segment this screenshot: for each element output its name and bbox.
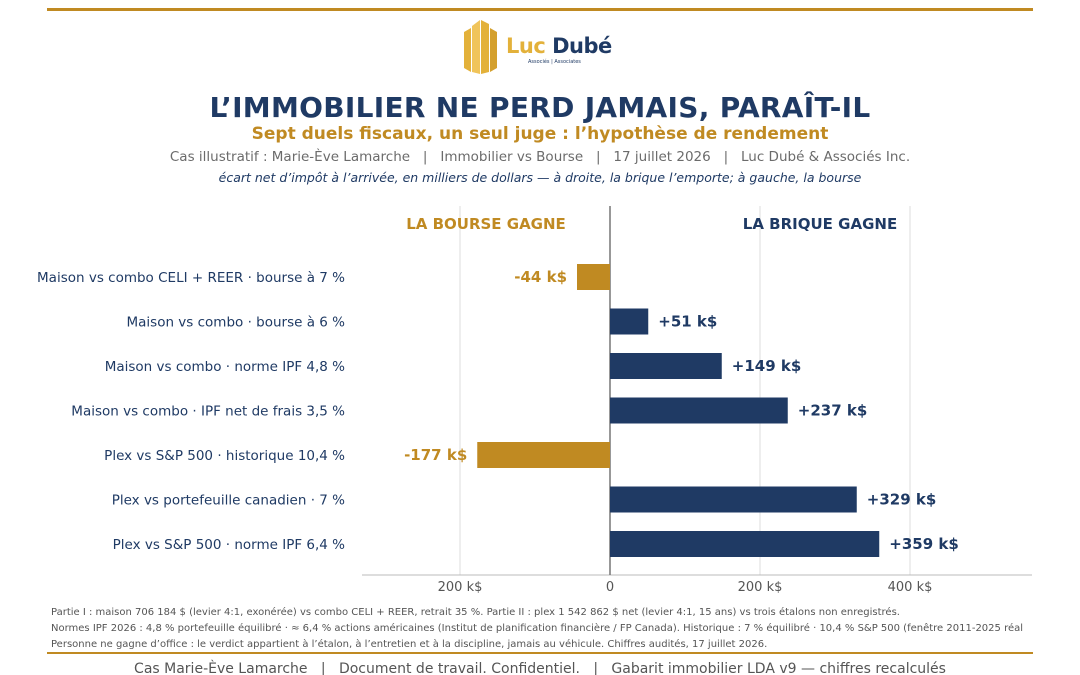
data-label: +329 k$ xyxy=(867,491,937,509)
data-label: +359 k$ xyxy=(889,535,959,553)
category-label: Plex vs S&P 500 · historique 10,4 % xyxy=(104,448,345,464)
category-label: Maison vs combo CELI + REER · bourse à 7… xyxy=(37,270,345,286)
category-label: Plex vs S&P 500 · norme IPF 6,4 % xyxy=(113,537,346,553)
bar xyxy=(610,486,857,513)
bar xyxy=(610,397,788,424)
category-label: Plex vs portefeuille canadien · 7 % xyxy=(112,493,345,509)
footnotes: Partie I : maison 706 184 $ (levier 4:1,… xyxy=(51,605,1080,653)
page-footer: Cas Marie-Ève Lamarche | Document de tra… xyxy=(134,661,946,675)
footnote-line: Personne ne gagne d’office : le verdict … xyxy=(51,639,768,650)
page-subtitle: Sept duels fiscaux, un seul juge : l’hyp… xyxy=(251,124,829,144)
x-tick-label: 200 k$ xyxy=(738,580,783,595)
footnote-line: Normes IPF 2026 : 4,8 % portefeuille équ… xyxy=(51,623,1024,634)
bar xyxy=(610,308,649,335)
building-logo-icon xyxy=(464,20,497,74)
category-label: Maison vs combo · IPF net de frais 3,5 % xyxy=(71,404,345,420)
bar xyxy=(477,442,610,468)
data-label: +51 k$ xyxy=(658,313,717,331)
region-label-positive: LA BRIQUE GAGNE xyxy=(743,215,897,233)
data-label: +237 k$ xyxy=(798,402,868,420)
top-rule xyxy=(47,8,1033,11)
category-label: Maison vs combo · norme IPF 4,8 % xyxy=(105,359,345,375)
chart-caption: écart net d’impôt à l’arrivée, en millie… xyxy=(218,170,862,185)
data-label: -177 k$ xyxy=(404,446,467,464)
context-line: Cas illustratif : Marie-Ève Lamarche | I… xyxy=(169,149,911,165)
diverging-bar-chart: LA BOURSE GAGNE LA BRIQUE GAGNE Maison vs … xyxy=(37,206,1032,595)
bottom-rule xyxy=(47,652,1033,654)
data-label: +149 k$ xyxy=(732,357,802,375)
company-logo: Luc Dubé Associés | Associates xyxy=(462,18,622,76)
x-tick-label: 400 k$ xyxy=(888,580,933,595)
category-label: Maison vs combo · bourse à 6 % xyxy=(127,315,346,331)
x-tick-label: 200 k$ xyxy=(438,580,483,595)
logo-wordmark: Luc Dubé xyxy=(506,34,612,58)
region-label-negative: LA BOURSE GAGNE xyxy=(406,215,566,233)
bar xyxy=(610,353,722,379)
page-title: L’IMMOBILIER NE PERD JAMAIS, PARAÎT-IL xyxy=(209,91,871,124)
logo-tagline: Associés | Associates xyxy=(528,59,581,65)
footnote-line: Partie I : maison 706 184 $ (levier 4:1,… xyxy=(51,607,900,618)
bar xyxy=(610,531,880,557)
bar xyxy=(577,264,610,290)
data-label: -44 k$ xyxy=(514,268,567,286)
x-tick-label: 0 xyxy=(606,580,614,595)
